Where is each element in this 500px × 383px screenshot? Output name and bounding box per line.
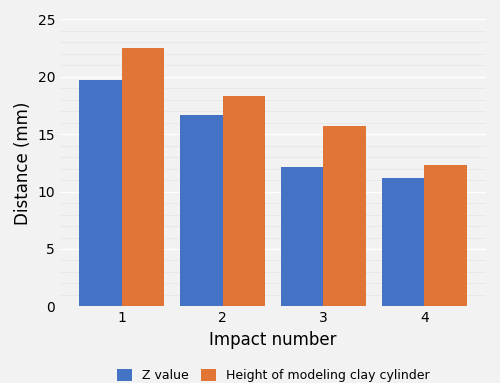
Bar — [424, 165, 467, 306]
Bar — [180, 115, 222, 306]
Legend: Z value, Height of modeling clay cylinder: Z value, Height of modeling clay cylinde… — [112, 364, 434, 383]
Bar — [382, 178, 424, 306]
X-axis label: Impact number: Impact number — [210, 331, 337, 349]
Bar — [281, 167, 324, 306]
Bar — [122, 48, 164, 306]
Bar — [324, 126, 366, 306]
Bar — [222, 96, 265, 306]
Y-axis label: Distance (mm): Distance (mm) — [14, 101, 32, 224]
Bar — [80, 80, 122, 306]
